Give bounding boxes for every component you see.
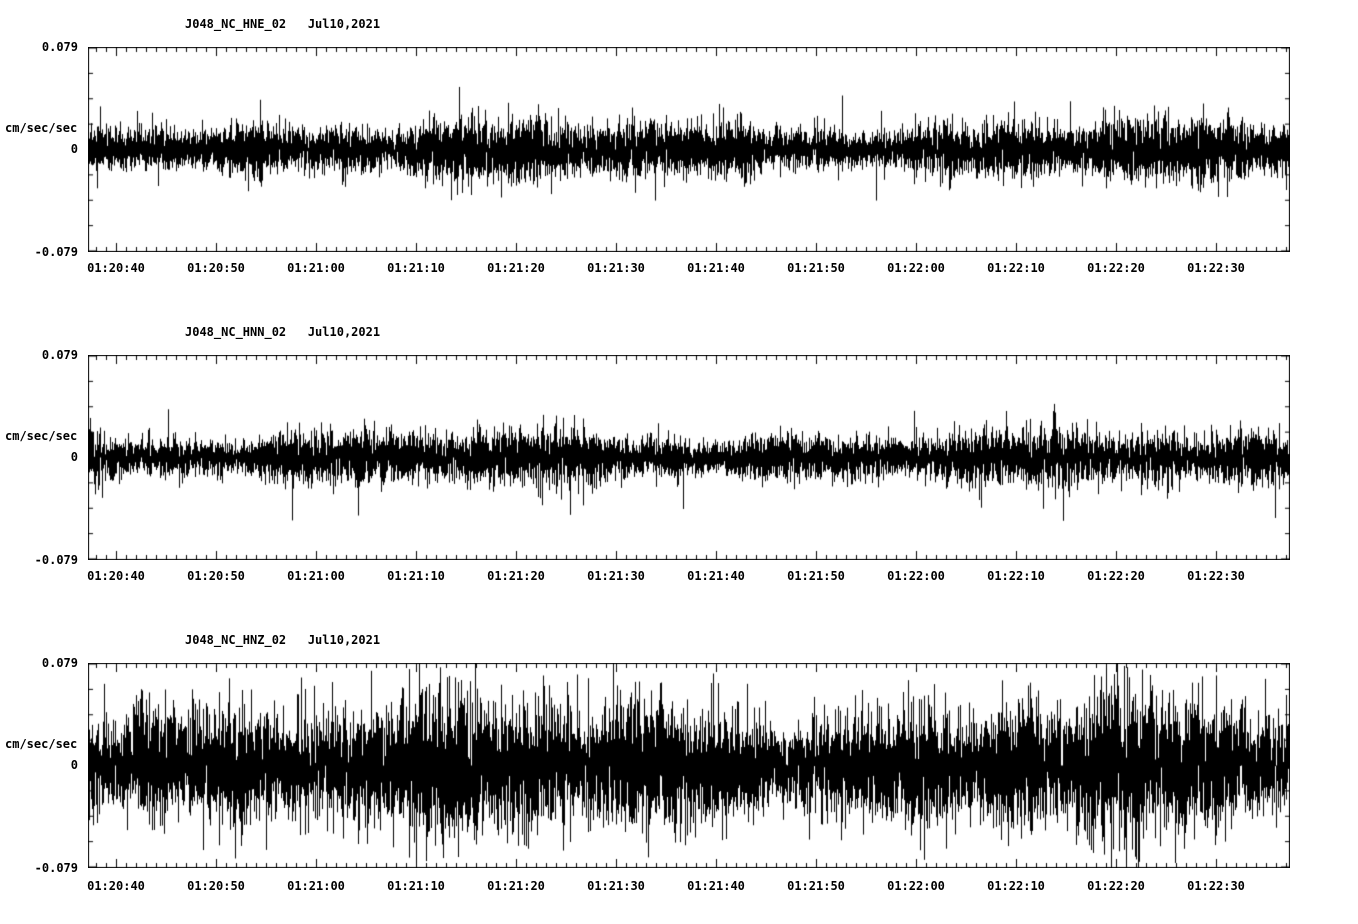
x-tick-label: 01:22:10 [987, 261, 1045, 275]
x-tick-label: 01:21:00 [287, 569, 345, 583]
x-tick-label: 01:21:10 [387, 569, 445, 583]
x-tick-label: 01:21:50 [787, 569, 845, 583]
y-tick-label-max: 0.079 [41, 40, 78, 54]
x-tick-label: 01:21:20 [487, 879, 545, 893]
x-tick-label: 01:22:00 [887, 569, 945, 583]
x-tick-label: 01:21:30 [587, 261, 645, 275]
y-tick-label-zero: 0 [70, 758, 78, 772]
y-tick-label-zero: 0 [70, 142, 78, 156]
x-axis-tick-labels: 01:20:40 01:20:50 01:21:00 01:21:10 01:21:20… [0, 879, 1358, 893]
x-tick-label: 01:22:10 [987, 879, 1045, 893]
x-tick-label: 01:22:20 [1087, 261, 1145, 275]
x-tick-label: 01:20:40 [87, 569, 145, 583]
x-tick-label: 01:20:40 [87, 879, 145, 893]
x-tick-label: 01:22:20 [1087, 879, 1145, 893]
x-axis-tick-labels: 01:20:40 01:20:50 01:21:00 01:21:10 01:21:20… [0, 569, 1358, 583]
x-tick-label: 01:21:40 [687, 569, 745, 583]
waveform-canvas-hnz [88, 663, 1290, 868]
x-tick-label: 01:22:00 [887, 261, 945, 275]
y-axis-unit-label: cm/sec/sec [5, 429, 78, 443]
x-tick-label: 01:21:10 [387, 261, 445, 275]
x-tick-label: 01:21:40 [687, 879, 745, 893]
x-tick-label: 01:22:30 [1187, 569, 1245, 583]
y-tick-label-min: -0.079 [34, 861, 78, 875]
y-axis-unit-label: cm/sec/sec [5, 737, 78, 751]
x-tick-label: 01:20:40 [87, 261, 145, 275]
x-tick-label: 01:21:30 [587, 569, 645, 583]
x-tick-label: 01:22:00 [887, 879, 945, 893]
x-tick-label: 01:20:50 [187, 261, 245, 275]
x-tick-label: 01:21:50 [787, 879, 845, 893]
trace-title: J048_NC_HNE_02 Jul10,2021 [185, 17, 381, 31]
x-axis-tick-labels: 01:20:40 01:20:50 01:21:00 01:21:10 01:21:20… [0, 261, 1358, 275]
x-tick-label: 01:21:50 [787, 261, 845, 275]
x-tick-label: 01:21:30 [587, 879, 645, 893]
x-tick-label: 01:22:10 [987, 569, 1045, 583]
y-tick-label-min: -0.079 [34, 245, 78, 259]
x-tick-label: 01:21:00 [287, 879, 345, 893]
x-tick-label: 01:22:20 [1087, 569, 1145, 583]
trace-title: J048_NC_HNN_02 Jul10,2021 [185, 325, 381, 339]
x-tick-label: 01:22:30 [1187, 261, 1245, 275]
waveform-canvas-hne [88, 47, 1290, 252]
x-tick-label: 01:21:20 [487, 261, 545, 275]
waveform-canvas-hnn [88, 355, 1290, 560]
x-tick-label: 01:20:50 [187, 879, 245, 893]
x-tick-label: 01:21:20 [487, 569, 545, 583]
x-tick-label: 01:20:50 [187, 569, 245, 583]
y-tick-label-zero: 0 [70, 450, 78, 464]
y-axis-unit-label: cm/sec/sec [5, 121, 78, 135]
x-tick-label: 01:21:10 [387, 879, 445, 893]
y-tick-label-max: 0.079 [41, 348, 78, 362]
x-tick-label: 01:21:00 [287, 261, 345, 275]
trace-title: J048_NC_HNZ_02 Jul10,2021 [185, 633, 381, 647]
y-tick-label-max: 0.079 [41, 656, 78, 670]
y-tick-label-min: -0.079 [34, 553, 78, 567]
x-tick-label: 01:22:30 [1187, 879, 1245, 893]
x-tick-label: 01:21:40 [687, 261, 745, 275]
